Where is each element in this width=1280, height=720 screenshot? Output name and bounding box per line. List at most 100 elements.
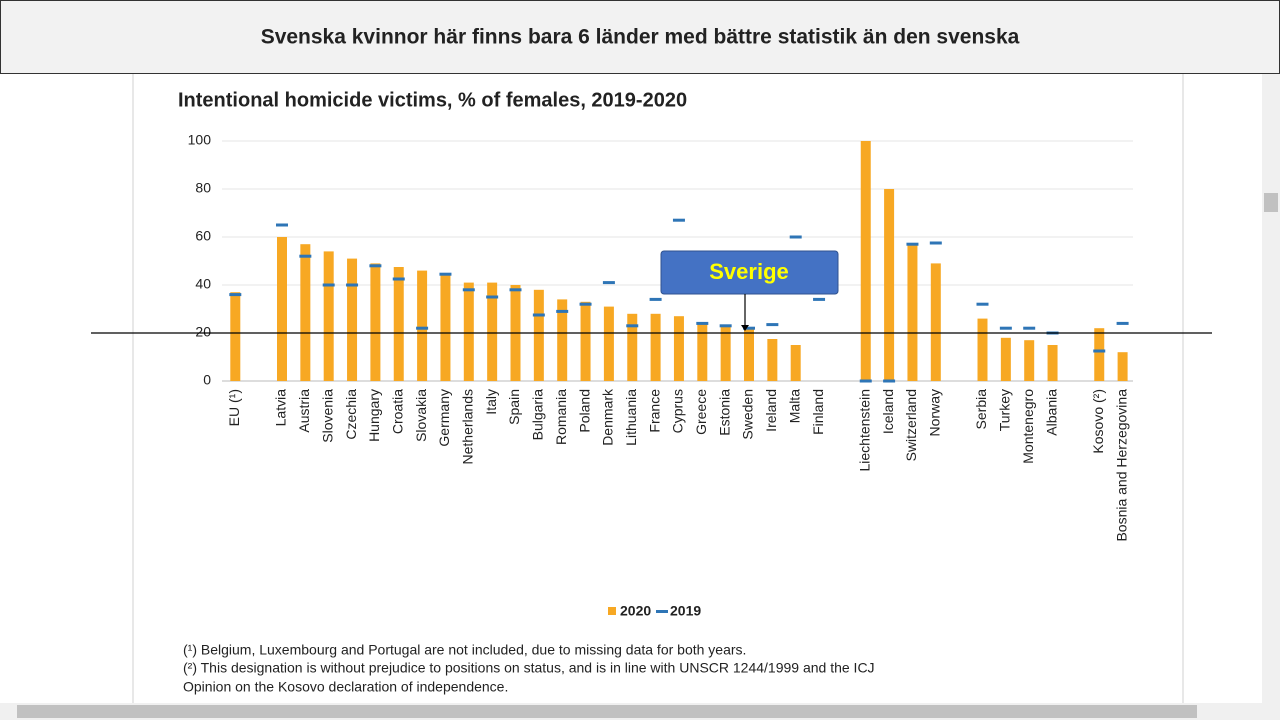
- marker-2019: [579, 302, 592, 306]
- bar: [1094, 328, 1105, 381]
- marker-2019: [672, 218, 685, 222]
- x-tick-label: Montenegro: [1020, 389, 1036, 464]
- bar: [697, 323, 708, 381]
- marker-2019: [626, 324, 639, 328]
- x-tick-label: Turkey: [997, 389, 1013, 431]
- x-tick-label: Czechia: [343, 389, 359, 440]
- marker-2019: [696, 321, 709, 325]
- scroll-thumb[interactable]: [1264, 193, 1278, 212]
- x-tick-label: Croatia: [389, 389, 405, 434]
- x-tick-label: Latvia: [273, 389, 289, 427]
- annotation: Sverige: [660, 250, 839, 331]
- bar: [1000, 337, 1011, 381]
- x-tick-label: Austria: [296, 389, 312, 433]
- bar: [860, 141, 871, 381]
- x-tick-label: Slovenia: [319, 389, 335, 443]
- x-tick-label: Slovakia: [413, 389, 429, 442]
- x-tick-label: Denmark: [600, 388, 616, 446]
- bar: [930, 263, 941, 381]
- marker-2019: [322, 283, 335, 287]
- marker-2019: [276, 223, 288, 227]
- bar: [1024, 340, 1035, 381]
- x-tick-label: Bulgaria: [530, 389, 546, 441]
- bar: [884, 189, 895, 381]
- x-tick-label: Iceland: [880, 389, 896, 434]
- marker-2019: [929, 241, 942, 245]
- bar: [907, 244, 918, 381]
- x-tick-label: Kosovo (²): [1090, 389, 1106, 454]
- y-tick-label: 80: [195, 180, 211, 196]
- legend-label: 2019: [670, 603, 701, 619]
- bar: [977, 318, 988, 381]
- scroll-thumb[interactable]: [17, 705, 1197, 718]
- bar: [720, 325, 731, 381]
- y-tick-label: 40: [195, 276, 211, 292]
- x-tick-label: Lithuania: [623, 389, 639, 446]
- y-tick-label: 60: [195, 228, 211, 244]
- footnote: (²) This designation is without prejudic…: [183, 660, 875, 676]
- marker-2019: [813, 297, 826, 301]
- x-tick-label: Cyprus: [670, 389, 686, 433]
- x-tick-label: Romania: [553, 389, 569, 445]
- x-tick-label: Greece: [693, 389, 709, 435]
- marker-2019: [532, 313, 545, 317]
- footnote: Opinion on the Kosovo declaration of ind…: [183, 679, 508, 695]
- marker-2019: [556, 309, 569, 313]
- legend-swatch: [656, 610, 668, 613]
- annotation-box: [660, 250, 839, 295]
- bar: [393, 267, 404, 381]
- marker-2019: [976, 302, 989, 306]
- bar: [370, 263, 381, 381]
- legend-swatch: [608, 607, 616, 615]
- x-tick-label: Ireland: [763, 389, 779, 432]
- x-tick-label: Liechtenstein: [856, 389, 872, 472]
- bar: [790, 345, 801, 381]
- bar: [417, 270, 428, 381]
- marker-2019: [719, 324, 732, 328]
- vertical-scrollbar[interactable]: [1262, 74, 1280, 703]
- annotation-text: Sverige: [709, 259, 789, 284]
- marker-2019: [906, 242, 919, 246]
- bar: [277, 237, 287, 381]
- marker-2019: [999, 326, 1012, 330]
- marker-2019: [883, 379, 896, 383]
- bar: [580, 301, 591, 381]
- bar: [744, 328, 754, 381]
- x-tick-label: Bosnia and Herzegovina: [1113, 389, 1129, 542]
- marker-2019: [299, 254, 312, 258]
- bar: [440, 273, 451, 381]
- bar: [1117, 352, 1128, 381]
- marker-2019: [859, 379, 872, 383]
- x-tick-label: Netherlands: [460, 389, 476, 465]
- marker-2019: [649, 297, 662, 301]
- bar: [347, 258, 358, 381]
- bar: [627, 313, 638, 381]
- x-tick-label: Spain: [506, 389, 522, 425]
- marker-2019: [743, 326, 755, 330]
- bar: [300, 244, 311, 381]
- bar: [1047, 345, 1058, 381]
- x-tick-label: Serbia: [973, 389, 989, 430]
- marker-2019: [439, 272, 452, 276]
- arrow-head: [741, 325, 749, 331]
- footnote: (¹) Belgium, Luxembourg and Portugal are…: [183, 642, 746, 658]
- header-box: [0, 0, 1280, 74]
- x-tick-label: Italy: [483, 389, 499, 415]
- marker-2019: [416, 326, 429, 330]
- x-tick-label: France: [646, 389, 662, 433]
- bar: [323, 251, 334, 381]
- bar: [557, 299, 568, 381]
- x-tick-label: EU (¹): [226, 389, 242, 426]
- marker-2019: [602, 281, 615, 285]
- marker-2019: [766, 323, 779, 327]
- x-tick-label: Switzerland: [903, 389, 919, 461]
- x-tick-label: Norway: [927, 389, 943, 436]
- marker-2019: [346, 283, 359, 287]
- bar: [673, 316, 684, 381]
- marker-2019: [369, 264, 382, 268]
- bar: [463, 282, 474, 381]
- x-tick-label: Sweden: [740, 389, 756, 440]
- marker-2019: [462, 288, 475, 292]
